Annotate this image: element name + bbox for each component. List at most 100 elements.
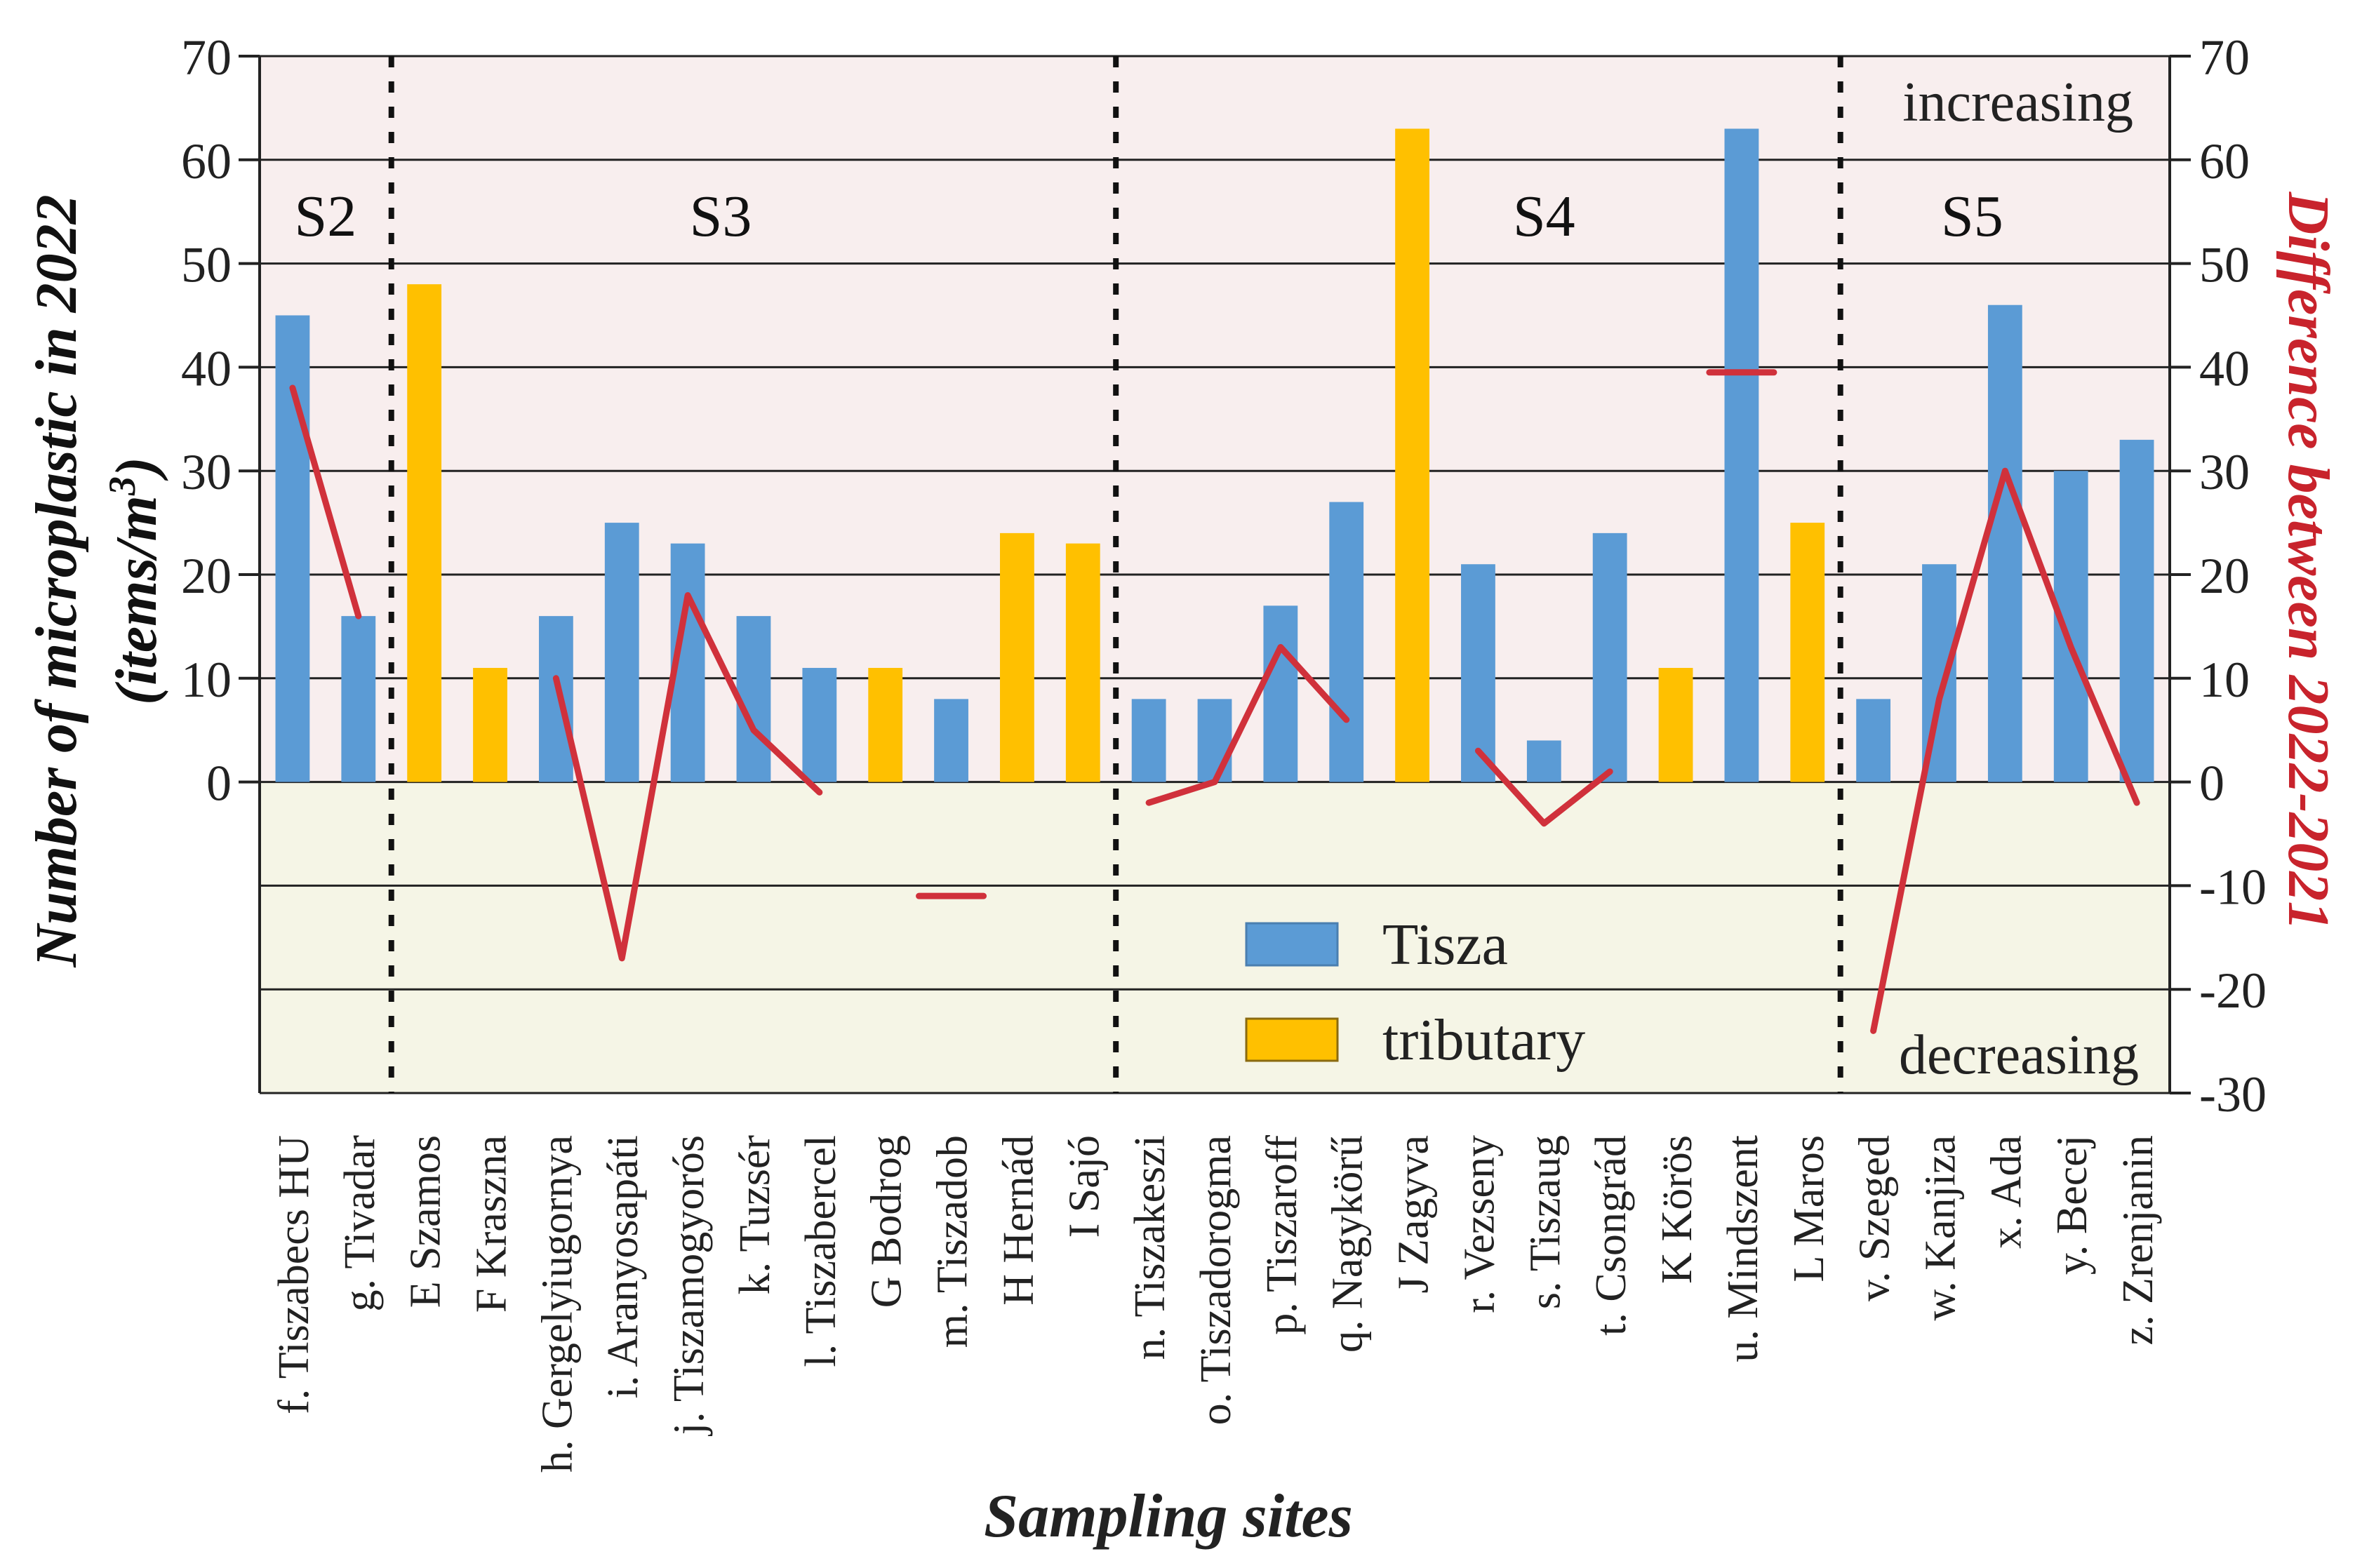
y-axis-label-units: (items/m3)	[101, 457, 169, 705]
category-label: G Bodrog	[863, 1135, 911, 1308]
increasing-annotation: increasing	[1902, 72, 2133, 133]
category-label: J Zagyva	[1390, 1135, 1438, 1294]
category-label: H Hernád	[994, 1135, 1042, 1306]
category-label: f. Tiszabecs HU	[270, 1135, 318, 1414]
difference-line-segment	[552, 592, 823, 962]
legend-tisza-label: Tisza	[1382, 912, 1508, 977]
section-label: S5	[1941, 184, 2003, 249]
left-tick-label: 70	[181, 29, 232, 86]
bar-tisza	[1131, 699, 1166, 782]
section-label: S2	[295, 184, 357, 249]
right-tick-label: 60	[2199, 133, 2250, 189]
y2-axis-label: Difference between 2022-2021	[2276, 192, 2341, 931]
difference-line-segment	[1145, 643, 1350, 806]
right-tick-label: 10	[2199, 652, 2250, 708]
difference-line-layer	[289, 369, 2140, 1034]
category-label: t. Csongrád	[1587, 1135, 1635, 1336]
gridlines	[260, 55, 2170, 1094]
bar-tisza	[341, 616, 376, 782]
bar-tisza	[604, 523, 639, 782]
bar-tributary	[1790, 523, 1825, 782]
y-axis-units-sup: 3	[101, 476, 143, 496]
bar-tisza	[1329, 502, 1364, 782]
right-tick-label: 70	[2199, 29, 2250, 86]
category-label: i. Aranyosapáti	[599, 1135, 647, 1398]
difference-line-segment	[289, 384, 362, 619]
category-label: k. Tuzsér	[731, 1135, 779, 1295]
right-tick-label: -10	[2199, 859, 2267, 915]
bar-tisza	[736, 616, 771, 782]
bar-tisza	[1724, 128, 1759, 782]
bar-tisza	[1461, 564, 1495, 782]
category-label: E Szamos	[402, 1135, 450, 1308]
category-label: r. Vezseny	[1455, 1135, 1503, 1313]
legend-tisza-swatch	[1245, 922, 1339, 967]
right-tick-label: 20	[2199, 548, 2250, 604]
category-label: y. Becej	[2048, 1135, 2096, 1275]
bar-tisza	[2119, 439, 2154, 782]
bar-tributary	[868, 668, 903, 782]
legend: Tisza tributary	[1245, 912, 1585, 1073]
bar-tisza	[1856, 699, 1891, 782]
bar-tisza	[538, 616, 573, 782]
axes	[239, 55, 2191, 1094]
category-label: K Körös	[1653, 1135, 1701, 1284]
left-tick-label: 60	[181, 133, 232, 189]
category-label: g. Tivadar	[336, 1135, 384, 1312]
category-label: w. Kanjiza	[1916, 1135, 1964, 1321]
bar-tisza	[1263, 605, 1298, 782]
legend-tributary-label: tributary	[1382, 1007, 1585, 1073]
bar-tributary	[407, 284, 442, 782]
category-label: o. Tiszadorogma	[1192, 1135, 1240, 1425]
left-tick-label: 50	[181, 237, 232, 293]
y-axis-label-line1: Number of microplastic in 2022	[24, 194, 89, 967]
bar-tributary	[1395, 128, 1429, 782]
left-tick-label: 40	[181, 340, 232, 396]
category-label: l. Tiszabercel	[797, 1135, 845, 1367]
right-tick-label: 40	[2199, 340, 2250, 396]
bar-tisza	[2053, 471, 2088, 782]
bar-tisza	[802, 668, 837, 782]
bar-tisza	[1197, 699, 1232, 782]
section-dividers	[388, 56, 1843, 1093]
right-tick-label: 50	[2199, 237, 2250, 293]
section-label: S3	[690, 184, 752, 249]
left-tick-label: 0	[206, 756, 232, 812]
category-label: u. Mindszent	[1719, 1135, 1767, 1362]
tick-labels: 0 10 20 30 40 50 60 70 -30 -20 -10 0 10 20 30 40 50 60 70	[181, 29, 2267, 1123]
category-label: x. Ada	[1982, 1135, 2030, 1249]
bar-tributary	[473, 668, 507, 782]
decreasing-annotation: decreasing	[1899, 1024, 2139, 1086]
category-label: p. Tiszaroff	[1258, 1135, 1306, 1335]
difference-line-segment	[1870, 467, 2140, 1034]
bar-tisza	[1987, 304, 2022, 782]
bar-tributary	[1658, 668, 1693, 782]
left-tick-label: 10	[181, 652, 232, 708]
positive-region	[260, 56, 2170, 782]
category-label: z. Zrenjanin	[2114, 1135, 2162, 1346]
left-tick-label: 30	[181, 444, 232, 500]
bar-tisza	[934, 699, 968, 782]
category-label: s. Tiszaug	[1521, 1135, 1569, 1309]
bar-layer	[275, 128, 2154, 782]
right-tick-label: 0	[2199, 756, 2224, 812]
section-label: S4	[1513, 184, 1575, 249]
category-label: j. Tiszamogyorós	[665, 1135, 713, 1436]
difference-line-segment	[1474, 747, 1613, 827]
category-label: h. Gergelyiugornya	[533, 1135, 581, 1473]
y-axis-units-base: (items/m	[104, 495, 169, 705]
bar-tributary	[1065, 543, 1100, 782]
left-tick-label: 20	[181, 548, 232, 604]
category-label: F Kraszna	[468, 1135, 516, 1313]
category-label: L Maros	[1785, 1135, 1833, 1282]
category-label: m. Tiszadob	[929, 1135, 977, 1348]
category-label: q. Nagykörű	[1324, 1135, 1372, 1353]
right-tick-label: -20	[2199, 963, 2267, 1019]
negative-region	[260, 782, 2170, 1093]
category-label: I Sajó	[1060, 1135, 1108, 1238]
y-axis-label: Number of microplastic in 2022	[24, 194, 89, 967]
right-tick-label: -30	[2199, 1066, 2267, 1123]
bar-tributary	[1000, 532, 1034, 782]
x-axis-label: Sampling sites	[984, 1482, 1353, 1550]
